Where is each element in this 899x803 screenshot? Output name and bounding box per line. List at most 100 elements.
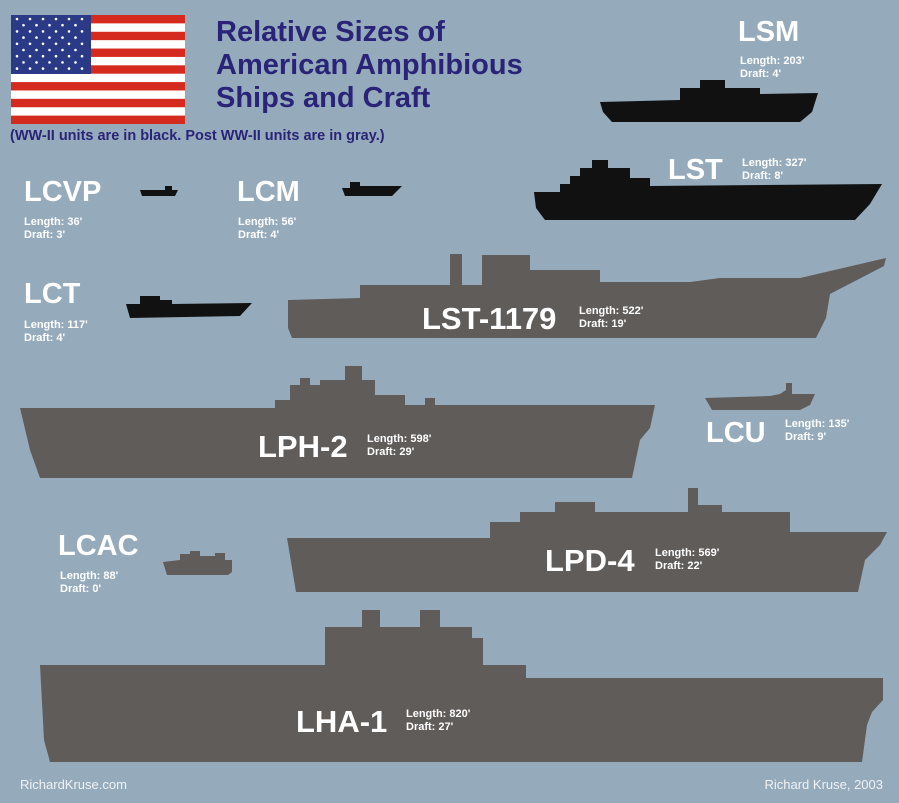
draft: Draft: 4' bbox=[24, 332, 66, 344]
lph-2-name: LPH-2 bbox=[258, 429, 348, 464]
lct-name: LCT bbox=[24, 278, 81, 310]
draft: Draft: 29' bbox=[367, 446, 415, 458]
draft: Draft: 4' bbox=[238, 229, 280, 241]
flag-star bbox=[48, 36, 51, 39]
title-line: American Amphibious bbox=[216, 49, 523, 81]
flag-star bbox=[80, 42, 84, 46]
lsm-silhouette bbox=[600, 80, 818, 122]
flag-star bbox=[28, 17, 32, 21]
flag-star bbox=[41, 17, 45, 21]
draft: Draft: 3' bbox=[24, 229, 66, 241]
flag-star bbox=[28, 54, 32, 58]
flag-star bbox=[74, 23, 77, 27]
flag-star bbox=[35, 36, 38, 39]
length: Length: 135' bbox=[785, 418, 850, 430]
flag-star bbox=[15, 54, 19, 58]
website-credit: RichardKruse.com bbox=[20, 777, 127, 792]
flag-star bbox=[28, 42, 32, 46]
flag-star bbox=[15, 42, 19, 46]
flag-star bbox=[22, 61, 25, 64]
length: Length: 56' bbox=[238, 216, 297, 228]
flag-star bbox=[61, 48, 64, 52]
lcm-name: LCM bbox=[237, 176, 300, 208]
draft: Draft: 0' bbox=[60, 583, 102, 595]
lcu-specs: Length: 135' Draft: 9' bbox=[785, 418, 849, 444]
lcm-silhouette bbox=[342, 182, 402, 196]
flag-star bbox=[28, 67, 32, 70]
flag-star bbox=[61, 23, 64, 27]
lcvp-specs: Length: 36' Draft: 3' bbox=[24, 216, 82, 242]
length: Length: 569' bbox=[655, 547, 720, 559]
flag-star bbox=[48, 48, 51, 52]
flag-star bbox=[67, 17, 71, 21]
flag-star bbox=[48, 23, 51, 27]
length: Length: 88' bbox=[60, 570, 119, 582]
us-flag bbox=[11, 15, 185, 124]
flag-star bbox=[80, 67, 84, 70]
lcm-specs: Length: 56' Draft: 4' bbox=[238, 216, 296, 242]
lcac-specs: Length: 88' Draft: 0' bbox=[60, 570, 118, 596]
lpd-4-name: LPD-4 bbox=[545, 543, 635, 578]
flag-star bbox=[15, 17, 19, 21]
lpd-4-silhouette bbox=[287, 488, 887, 592]
lcac-silhouette bbox=[163, 551, 232, 575]
flag-star bbox=[35, 23, 38, 27]
subtitle: (WW-II units are in black. Post WW-II un… bbox=[10, 128, 385, 144]
lct-silhouette bbox=[126, 296, 252, 318]
length: Length: 820' bbox=[406, 708, 471, 720]
flag-star bbox=[74, 48, 77, 52]
title-line: Relative Sizes of bbox=[216, 16, 445, 48]
flag-star bbox=[15, 30, 19, 33]
flag-star bbox=[22, 48, 25, 52]
length: Length: 327' bbox=[742, 157, 807, 169]
lcvp-name: LCVP bbox=[24, 176, 102, 208]
flag-star bbox=[15, 67, 19, 70]
flag-star bbox=[54, 67, 58, 70]
flag-star bbox=[67, 54, 71, 58]
flag-star bbox=[41, 67, 45, 70]
flag-star bbox=[67, 42, 71, 46]
lct-specs: Length: 117' Draft: 4' bbox=[24, 319, 88, 345]
lst-1179-silhouette bbox=[288, 254, 886, 338]
lha-1-silhouette bbox=[40, 610, 883, 762]
flag-star bbox=[35, 61, 38, 64]
flag-stripe bbox=[11, 115, 185, 124]
flag-star bbox=[41, 30, 45, 33]
title-line: Ships and Craft bbox=[216, 82, 431, 114]
flag-star bbox=[54, 30, 58, 33]
flag-star bbox=[35, 48, 38, 52]
lst-specs: Length: 327' Draft: 8' bbox=[742, 157, 806, 183]
lcvp-silhouette bbox=[140, 186, 178, 196]
flag-star bbox=[80, 30, 84, 33]
lph-2-silhouette bbox=[20, 366, 655, 478]
flag-star bbox=[22, 36, 25, 39]
draft: Draft: 8' bbox=[742, 170, 784, 182]
length: Length: 203' bbox=[740, 55, 805, 67]
length: Length: 522' bbox=[579, 305, 644, 317]
lpd-4-specs: Length: 569' Draft: 22' bbox=[655, 547, 719, 573]
flag-stripe bbox=[11, 82, 185, 91]
lha-1-specs: Length: 820' Draft: 27' bbox=[406, 708, 470, 734]
lst-name: LST bbox=[668, 154, 723, 186]
lcac-name: LCAC bbox=[58, 530, 139, 562]
flag-star bbox=[54, 54, 58, 58]
flag-stripe bbox=[11, 48, 185, 57]
flag-star bbox=[54, 42, 58, 46]
flag-star bbox=[80, 54, 84, 58]
draft: Draft: 19' bbox=[579, 318, 627, 330]
lst-silhouette bbox=[534, 160, 882, 220]
flag-star bbox=[67, 67, 71, 70]
draft: Draft: 4' bbox=[740, 68, 782, 80]
lcu-name: LCU bbox=[706, 417, 766, 449]
flag-star bbox=[61, 61, 64, 64]
lsm-specs: Length: 203' Draft: 4' bbox=[740, 55, 804, 81]
length: Length: 36' bbox=[24, 216, 83, 228]
lsm-name: LSM bbox=[738, 16, 800, 48]
flag-star bbox=[61, 36, 64, 39]
draft: Draft: 27' bbox=[406, 721, 454, 733]
author-credit: Richard Kruse, 2003 bbox=[764, 777, 883, 792]
draft: Draft: 22' bbox=[655, 560, 703, 572]
flag-stripe bbox=[11, 65, 185, 74]
flag-star bbox=[74, 36, 77, 39]
